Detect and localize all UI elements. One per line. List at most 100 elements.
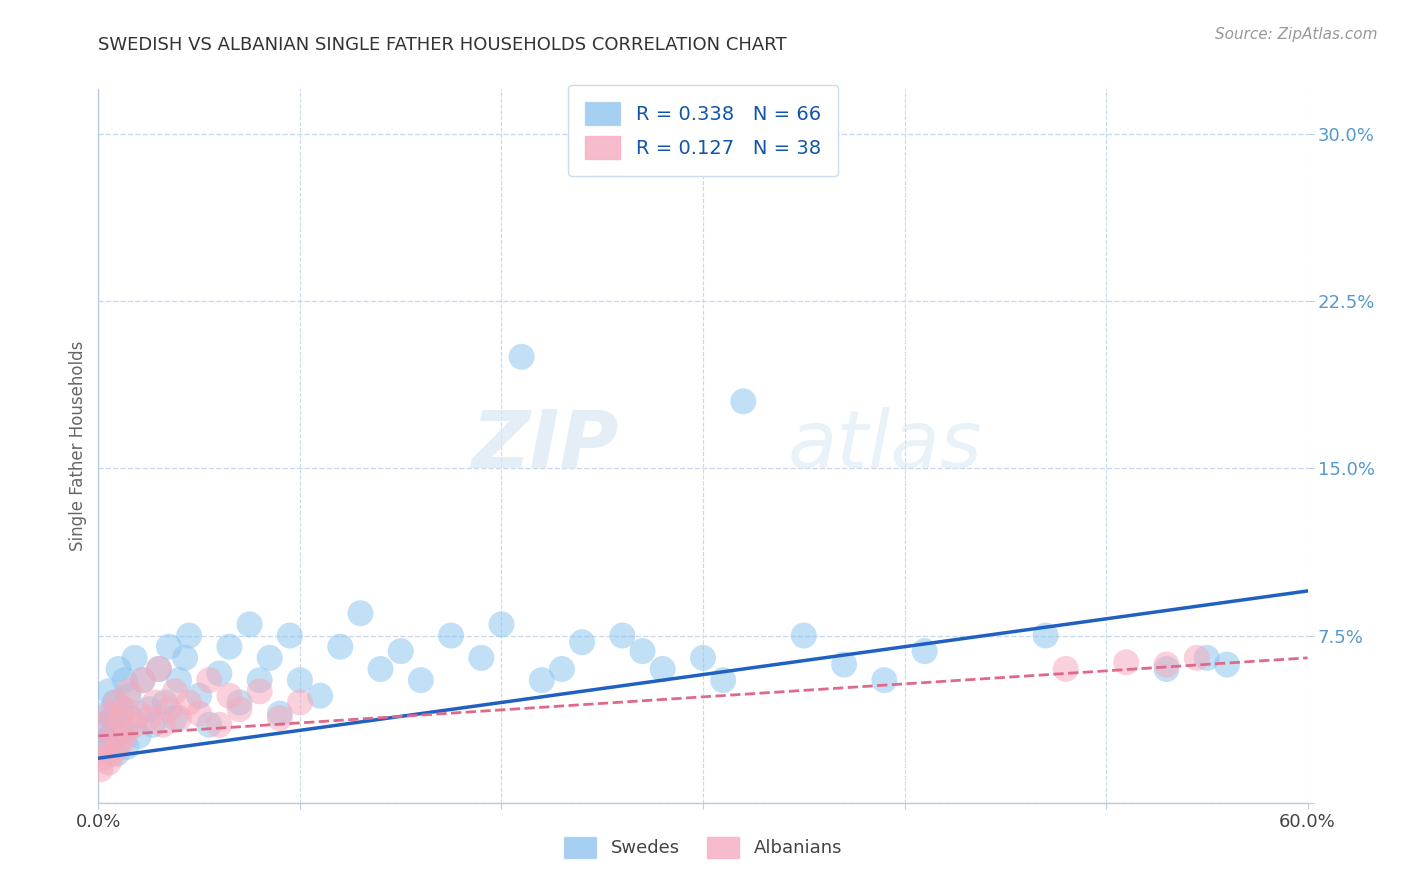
Point	[174, 651, 197, 665]
Point	[188, 689, 211, 703]
Point	[157, 702, 180, 716]
Point	[249, 684, 271, 698]
Point	[97, 756, 120, 770]
Point	[571, 635, 593, 649]
Point	[612, 628, 634, 642]
Point	[114, 673, 136, 687]
Point	[100, 729, 122, 743]
Point	[107, 740, 129, 755]
Point	[1054, 662, 1077, 676]
Point	[228, 702, 250, 716]
Point	[118, 689, 141, 703]
Point	[101, 747, 124, 761]
Point	[651, 662, 673, 676]
Point	[269, 711, 291, 725]
Point	[259, 651, 281, 665]
Point	[208, 717, 231, 731]
Point	[288, 673, 311, 687]
Point	[132, 673, 155, 687]
Point	[143, 696, 166, 710]
Point	[115, 724, 138, 739]
Point	[148, 662, 170, 676]
Point	[103, 696, 125, 710]
Point	[198, 673, 221, 687]
Point	[1216, 657, 1239, 672]
Text: Source: ZipAtlas.com: Source: ZipAtlas.com	[1215, 27, 1378, 42]
Point	[551, 662, 574, 676]
Point	[163, 711, 186, 725]
Point	[105, 696, 128, 710]
Point	[124, 717, 146, 731]
Point	[1115, 655, 1137, 669]
Point	[97, 684, 120, 698]
Point	[114, 702, 136, 716]
Point	[1156, 662, 1178, 676]
Point	[142, 717, 165, 731]
Point	[269, 706, 291, 721]
Point	[309, 689, 332, 703]
Point	[93, 733, 115, 747]
Point	[124, 651, 146, 665]
Point	[111, 702, 134, 716]
Point	[832, 657, 855, 672]
Point	[103, 729, 125, 743]
Point	[100, 706, 122, 721]
Point	[1035, 628, 1057, 642]
Point	[491, 617, 513, 632]
Point	[278, 628, 301, 642]
Point	[218, 640, 240, 654]
Point	[198, 717, 221, 731]
Point	[440, 628, 463, 642]
Point	[329, 640, 352, 654]
Point	[111, 733, 134, 747]
Point	[470, 651, 492, 665]
Point	[249, 673, 271, 687]
Point	[107, 662, 129, 676]
Point	[409, 673, 432, 687]
Point	[128, 706, 150, 721]
Point	[132, 673, 155, 687]
Point	[349, 607, 371, 621]
Point	[115, 740, 138, 755]
Point	[97, 740, 120, 755]
Point	[692, 651, 714, 665]
Point	[530, 673, 553, 687]
Point	[733, 394, 755, 409]
Point	[101, 711, 124, 725]
Y-axis label: Single Father Households: Single Father Households	[69, 341, 87, 551]
Point	[157, 640, 180, 654]
Point	[218, 689, 240, 703]
Point	[288, 696, 311, 710]
Point	[228, 696, 250, 710]
Point	[89, 762, 111, 776]
Legend: Swedes, Albanians: Swedes, Albanians	[557, 830, 849, 865]
Point	[138, 702, 160, 716]
Point	[91, 717, 114, 731]
Point	[148, 662, 170, 676]
Point	[631, 644, 654, 658]
Point	[1156, 657, 1178, 672]
Point	[163, 684, 186, 698]
Point	[389, 644, 412, 658]
Point	[873, 673, 896, 687]
Point	[370, 662, 392, 676]
Point	[711, 673, 734, 687]
Point	[110, 724, 132, 739]
Point	[96, 706, 118, 721]
Point	[179, 696, 201, 710]
Point	[188, 706, 211, 721]
Point	[105, 747, 128, 761]
Text: SWEDISH VS ALBANIAN SINGLE FATHER HOUSEHOLDS CORRELATION CHART: SWEDISH VS ALBANIAN SINGLE FATHER HOUSEH…	[98, 36, 787, 54]
Point	[153, 696, 176, 710]
Point	[110, 711, 132, 725]
Point	[510, 350, 533, 364]
Point	[91, 740, 114, 755]
Point	[93, 751, 115, 765]
Point	[1185, 651, 1208, 665]
Point	[914, 644, 936, 658]
Point	[152, 717, 174, 731]
Point	[167, 673, 190, 687]
Point	[1195, 651, 1218, 665]
Point	[167, 711, 190, 725]
Point	[179, 628, 201, 642]
